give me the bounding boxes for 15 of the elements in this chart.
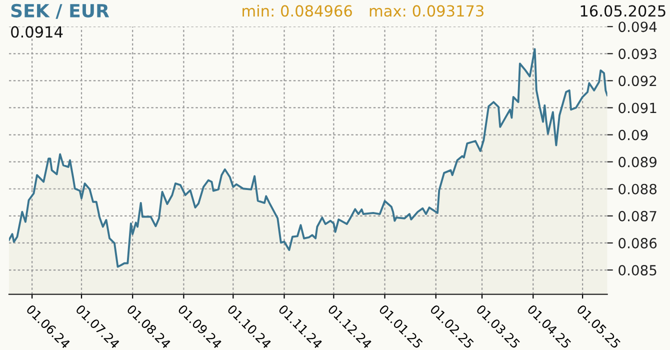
y-tick-label: 0.087 <box>618 210 656 222</box>
y-tick-label: 0.088 <box>618 184 657 194</box>
y-tick-label: 0.091 <box>618 102 656 114</box>
text: max: 0.093173 <box>370 5 484 17</box>
y-tick-label: 0.09 <box>618 130 648 140</box>
y-tick-label: 0.086 <box>618 238 657 248</box>
text: 16.05.2025 <box>580 5 666 17</box>
chart-title: SEK / EUR <box>11 4 110 19</box>
y-tick-label: 0.092 <box>618 76 656 86</box>
y-tick-label: 0.089 <box>618 156 656 168</box>
y-tick-label: 0.094 <box>618 22 657 32</box>
text: min: 0.084966 <box>242 4 352 17</box>
annotation: 0.0914 <box>11 26 63 38</box>
y-tick-label: 0.093 <box>618 48 656 60</box>
y-tick-label: 0.085 <box>618 264 656 276</box>
